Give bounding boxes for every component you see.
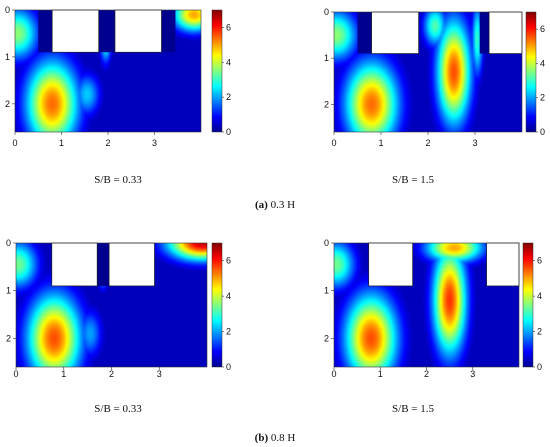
y-tick-label: 1: [324, 53, 329, 63]
obstacle-block: [371, 11, 419, 54]
colorbar-tick-label: 4: [226, 57, 231, 67]
colorbar-tick-label: 2: [226, 327, 231, 337]
obstacle-block: [114, 9, 162, 53]
colorbar-tick-label: 0: [537, 362, 542, 372]
x-tick-label: 1: [61, 369, 66, 379]
caption-b: (b) 0.8 H: [255, 432, 296, 444]
wake-region: [479, 12, 490, 54]
colorbar-tick-label: 0: [226, 362, 231, 372]
x-tick-label: 0: [13, 369, 18, 379]
panel-title: S/B = 0.33: [94, 174, 142, 186]
y-tick-label: 2: [324, 333, 329, 343]
caption-a-label: (a): [255, 199, 268, 211]
wake-region: [98, 10, 115, 53]
colorbar-tick-label: 2: [226, 92, 231, 102]
x-tick-label: 3: [472, 138, 477, 148]
x-tick-label: 1: [59, 138, 64, 148]
panel-title: S/B = 1.5: [392, 403, 434, 415]
colorbar: [522, 242, 534, 368]
colorbar-tick-label: 6: [537, 256, 542, 266]
obstacle-block: [368, 242, 413, 287]
y-tick-label: 2: [324, 99, 329, 109]
panel-a-right: 0 1 2 3 0 1 2 0 2 4 6: [324, 7, 545, 148]
caption-a: (a) 0.3 H: [255, 199, 295, 211]
y-tick-label: 0: [6, 238, 11, 248]
colorbar-tick-label: 2: [540, 93, 545, 103]
x-tick-label: 3: [470, 369, 475, 379]
panel-title: S/B = 0.33: [94, 403, 142, 415]
y-tick-label: 0: [5, 5, 10, 15]
colorbar-tick-label: 2: [537, 327, 542, 337]
colorbar-tick-label: 0: [226, 127, 231, 137]
y-tick-label: 2: [5, 99, 10, 109]
y-tick-label: 1: [5, 52, 10, 62]
x-tick-label: 2: [105, 138, 110, 148]
colorbar-tick-label: 6: [226, 256, 231, 266]
colorbar: [211, 9, 223, 133]
y-tick-label: 1: [6, 286, 11, 296]
obstacle-block: [51, 242, 98, 287]
wake-region: [38, 10, 53, 53]
panel-b-right: 0 1 2 3 0 1 2 0 2 4 6: [324, 238, 542, 379]
caption-b-text: 0.8 H: [268, 432, 295, 444]
y-tick-label: 0: [324, 238, 329, 248]
colorbar: [525, 11, 537, 133]
x-tick-label: 3: [157, 369, 162, 379]
x-tick-label: 0: [12, 138, 17, 148]
wake-region: [161, 10, 176, 53]
caption-a-text: 0.3 H: [268, 199, 295, 211]
x-tick-label: 2: [109, 369, 114, 379]
x-tick-label: 1: [378, 138, 383, 148]
y-tick-label: 2: [6, 333, 11, 343]
x-tick-label: 3: [152, 138, 157, 148]
x-tick-label: 2: [425, 138, 430, 148]
wake-region: [357, 12, 372, 54]
x-tick-label: 0: [331, 138, 336, 148]
x-tick-label: 2: [424, 369, 429, 379]
x-tick-label: 1: [378, 369, 383, 379]
panel-a-left: 0 1 2 3 0 1 2 0 2 4 6: [5, 5, 231, 148]
y-tick-label: 0: [324, 7, 329, 17]
colorbar: [211, 242, 223, 368]
obstacle-block: [108, 242, 155, 287]
y-tick-label: 1: [324, 286, 329, 296]
panel-title: S/B = 1.5: [392, 174, 434, 186]
x-tick-label: 0: [331, 369, 336, 379]
obstacle-block: [488, 11, 523, 54]
colorbar-tick-label: 6: [226, 22, 231, 32]
colorbar-tick-label: 4: [540, 58, 545, 68]
obstacle-block: [51, 9, 100, 53]
panel-b-left: 0 1 2 3 0 1 2 0 2 4 6: [6, 238, 231, 379]
wake-region: [97, 243, 110, 286]
colorbar-tick-label: 4: [537, 291, 542, 301]
caption-b-label: (b): [255, 432, 269, 444]
colorbar-tick-label: 4: [226, 291, 231, 301]
colorbar-tick-label: 0: [540, 127, 545, 137]
colorbar-tick-label: 6: [540, 24, 545, 34]
obstacle-block: [486, 242, 520, 287]
